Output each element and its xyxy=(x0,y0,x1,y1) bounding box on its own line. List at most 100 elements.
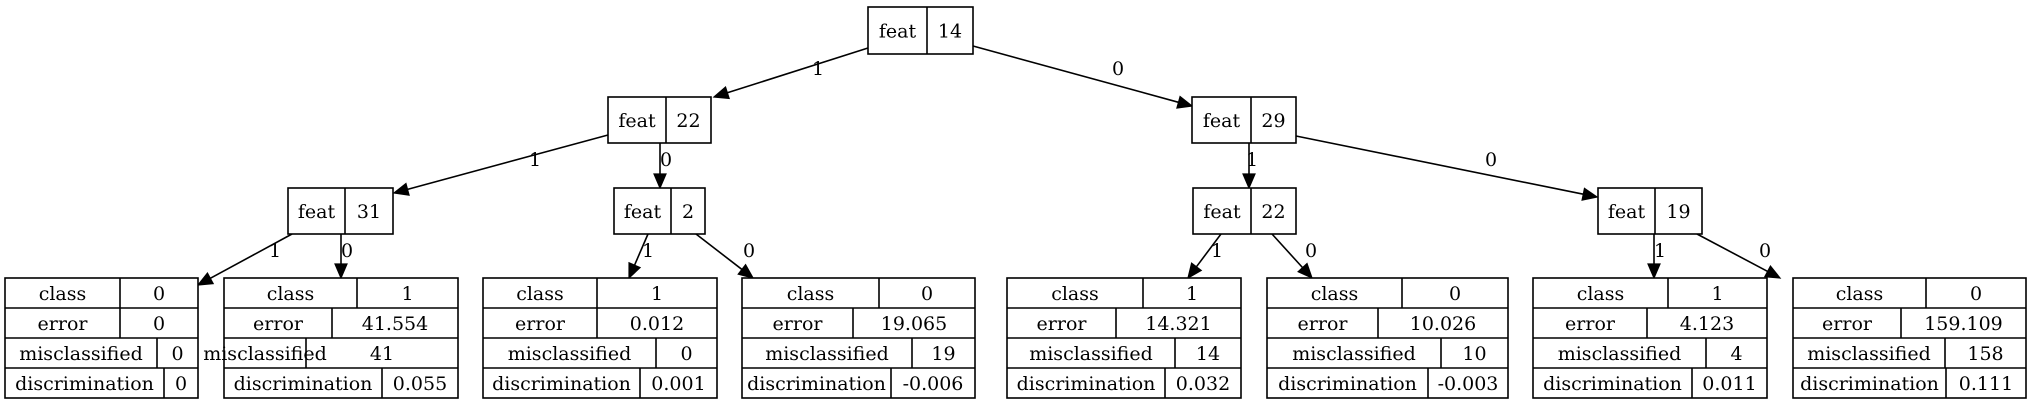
edge-label: 1 xyxy=(1211,240,1223,262)
edge-label: 1 xyxy=(812,58,824,80)
edge-line xyxy=(1271,233,1304,269)
edge-line xyxy=(1195,233,1222,268)
leaf-field-name: misclassified xyxy=(1807,343,1931,365)
edge-arrowhead xyxy=(196,271,215,286)
split-node-n5: feat 22 xyxy=(1192,187,1297,235)
edge-label: 0 xyxy=(660,149,672,171)
split-node-n4: feat 2 xyxy=(613,187,706,235)
edge-label: 0 xyxy=(1112,58,1124,80)
edge-arrowhead xyxy=(1242,173,1256,190)
node-feature-index: 19 xyxy=(1666,201,1690,223)
edge-n3-l0: 1 xyxy=(196,233,293,286)
node-box xyxy=(1597,187,1703,235)
edge-n5-l5: 0 xyxy=(1271,233,1317,280)
edge-line xyxy=(1696,233,1769,273)
edge-arrowhead xyxy=(653,173,667,190)
split-node-n1: feat 22 xyxy=(607,96,712,144)
node-box xyxy=(613,187,706,235)
edge-line xyxy=(727,47,869,94)
leaf-field-name: misclassified xyxy=(1029,343,1153,365)
edge-n1-n3: 1 xyxy=(392,134,609,196)
node-feature-index: 29 xyxy=(1261,110,1285,132)
leaf-field-name: error xyxy=(38,313,89,335)
edge-n3-l1: 0 xyxy=(334,234,353,280)
leaf-field-value: 10 xyxy=(1462,343,1486,365)
node-feature-index: 2 xyxy=(682,201,694,223)
leaf-field-value: 0.032 xyxy=(1176,373,1230,395)
edge-n1-n4: 0 xyxy=(653,143,672,190)
edge-line xyxy=(972,45,1179,104)
leaf-field-name: misclassified xyxy=(1558,343,1682,365)
edge-n2-n6: 0 xyxy=(1295,135,1599,201)
node-feature-label: feat xyxy=(1203,201,1241,223)
leaf-node-l6: class 1 error 4.123 misclassified 4 discrimina… xyxy=(1532,277,1768,399)
leaf-field-value: 0.111 xyxy=(1959,373,2013,395)
leaf-field-name: class xyxy=(516,283,564,305)
leaf-field-name: discrimination xyxy=(1017,373,1156,395)
leaf-field-value: 41 xyxy=(370,343,394,365)
leaf-field-value: 41.554 xyxy=(362,313,428,335)
edge-label: 1 xyxy=(642,240,654,262)
leaf-field-value: 14 xyxy=(1196,343,1220,365)
leaf-field-name: class xyxy=(267,283,315,305)
leaf-field-value: 0 xyxy=(153,283,165,305)
leaf-field-name: class xyxy=(1311,283,1359,305)
node-feature-label: feat xyxy=(1203,110,1241,132)
node-box xyxy=(1192,187,1297,235)
leaf-field-name: discrimination xyxy=(1543,373,1682,395)
leaf-field-value: 158 xyxy=(1967,343,2003,365)
leaf-field-name: error xyxy=(1565,313,1616,335)
edge-line xyxy=(633,233,649,266)
edges-layer: 1 0 1 0 1 0 1 0 1 0 1 0 1 0 xyxy=(196,45,1782,286)
edge-line xyxy=(209,233,293,280)
split-node-n3: feat 31 xyxy=(287,187,394,235)
leaf-field-value: 0.011 xyxy=(1702,373,1756,395)
leaf-field-value: 0 xyxy=(921,283,933,305)
leaf-field-value: 1 xyxy=(1711,283,1723,305)
leaf-field-value: 4.123 xyxy=(1680,313,1734,335)
leaf-field-value: 1 xyxy=(1186,283,1198,305)
leaf-field-value: 14.321 xyxy=(1145,313,1211,335)
leaf-field-name: discrimination xyxy=(747,373,886,395)
leaf-field-name: misclassified xyxy=(765,343,889,365)
edge-label: 1 xyxy=(1246,149,1258,171)
leaf-field-name: discrimination xyxy=(15,373,154,395)
leaf-field-name: class xyxy=(1836,283,1884,305)
edge-label: 0 xyxy=(341,240,353,262)
split-node-n0: feat 14 xyxy=(867,6,974,55)
leaf-field-name: error xyxy=(1298,313,1349,335)
leaf-field-name: class xyxy=(1577,283,1625,305)
edge-line xyxy=(1295,135,1584,196)
leaf-field-name: error xyxy=(1037,313,1088,335)
edge-n6-l6: 1 xyxy=(1647,234,1666,280)
leaf-node-l0: class 0 error 0 misclassified 0 discrimination… xyxy=(4,277,199,399)
leaf-field-name: misclassified xyxy=(203,343,327,365)
edge-label: 1 xyxy=(1654,240,1666,262)
leaf-field-value: 0 xyxy=(680,343,692,365)
leaf-field-name: discrimination xyxy=(1278,373,1417,395)
leaf-field-value: 0 xyxy=(153,313,165,335)
leaf-node-l5: class 0 error 10.026 misclassified 10 discrimi… xyxy=(1266,277,1509,399)
edge-line xyxy=(695,233,743,271)
split-node-n2: feat 29 xyxy=(1191,96,1297,144)
edge-label: 1 xyxy=(529,149,541,171)
edge-label: 0 xyxy=(1759,240,1771,262)
edge-arrowhead xyxy=(1763,265,1782,279)
leaf-field-value: 19 xyxy=(931,343,955,365)
edge-arrowhead xyxy=(628,261,642,280)
leaf-field-name: error xyxy=(515,313,566,335)
node-feature-index: 22 xyxy=(676,110,700,132)
leaf-field-name: error xyxy=(1822,313,1873,335)
leaf-field-value: 19.065 xyxy=(881,313,947,335)
edge-arrowhead xyxy=(712,85,731,100)
leaf-field-name: misclassified xyxy=(1292,343,1416,365)
node-feature-index: 22 xyxy=(1261,201,1285,223)
node-box xyxy=(1191,96,1297,144)
edge-line xyxy=(407,134,609,191)
edge-n6-l7: 0 xyxy=(1696,233,1782,279)
node-box xyxy=(867,6,974,55)
leaf-field-value: 10.026 xyxy=(1410,313,1476,335)
leaf-field-value: 1 xyxy=(651,283,663,305)
leaf-field-name: misclassified xyxy=(19,343,143,365)
